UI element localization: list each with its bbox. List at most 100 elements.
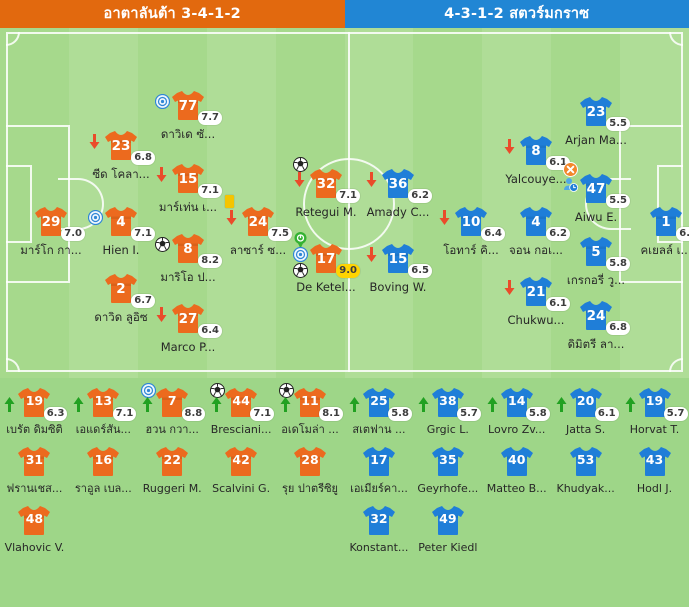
kit-wrapper[interactable]: 25 5.8 (349, 387, 412, 421)
player-rating: 7.7 (198, 111, 222, 125)
bench-player-home-7[interactable]: 7 8.8 ฮวน กวา... (138, 378, 207, 437)
kit-wrapper[interactable]: 7 8.8 (141, 383, 206, 421)
kit-wrapper[interactable]: 23 6.8 (89, 130, 155, 165)
bench-player-home-48[interactable]: 48 Vlahovic V. (0, 496, 69, 555)
bench-player-away-32[interactable]: 32 Konstant... (345, 496, 414, 555)
bench-player-home-13[interactable]: 13 7.1 เอแดร์สัน... (69, 378, 138, 437)
bench-player-away-53[interactable]: 53 Khudyak... (551, 437, 620, 496)
player-token-away-1[interactable]: 16.3คเยลล์ เ... (623, 206, 689, 257)
kit-wrapper[interactable]: 20 6.1 (556, 387, 619, 421)
kit-wrapper[interactable]: 22 (155, 446, 189, 477)
player-token-home-32[interactable]: 32 7.1 Retegui M. (283, 157, 369, 219)
bench-player-away-35[interactable]: 35 Geyrhofe... (413, 437, 482, 496)
bench-player-away-25[interactable]: 25 5.8 สเตฟาน ... (345, 378, 414, 437)
bench-player-home-44[interactable]: 44 7.1 Bresciani... (207, 378, 276, 437)
kit-wrapper[interactable]: 17 (362, 446, 396, 477)
player-token-away-36[interactable]: 36 6.2 Amady C... (355, 168, 441, 219)
bench-player-home-28[interactable]: 28 รุย ปาตรีซิยู (276, 437, 345, 496)
kit-wrapper[interactable]: 8 8.2 (155, 233, 222, 268)
football-goal-icon (293, 263, 308, 278)
kit-wrapper[interactable]: 16 (86, 446, 120, 477)
kit-wrapper[interactable]: 23 5.5 (579, 96, 630, 131)
kit-wrapper[interactable]: 38 5.7 (418, 387, 481, 421)
kit-wrapper[interactable]: 28 (293, 446, 327, 477)
player-token-home-77[interactable]: 77 7.7 ดาวิเด ซั... (145, 90, 231, 141)
kit-wrapper[interactable]: 27 6.4 (156, 303, 222, 338)
bench-player-home-16[interactable]: 16 ราอูล เบล... (69, 437, 138, 496)
bench-player-away-49[interactable]: 49 Peter Kiedl (413, 496, 482, 555)
player-token-home-15[interactable]: 15 7.1 มาร์เท่น เ... (145, 163, 231, 214)
kit-wrapper[interactable]: 44 7.1 (210, 383, 275, 421)
kit-wrapper[interactable]: 29 7.0 (34, 206, 85, 241)
player-token-home-23[interactable]: 23 6.8 ซีด โคลา... (78, 130, 164, 181)
player-rating: 8.8 (181, 407, 206, 421)
bench-player-home-11[interactable]: 11 8.1 อเดโมล่า ... (276, 378, 345, 437)
bench-player-home-22[interactable]: 22 Ruggeri M. (138, 437, 207, 496)
kit-wrapper[interactable]: 35 (431, 446, 465, 477)
kit-wrapper[interactable]: 4 6.2 (519, 206, 570, 241)
bench-player-away-20[interactable]: 20 6.1 Jatta S. (551, 378, 620, 437)
kit-wrapper[interactable]: 32 7.1 (293, 157, 360, 203)
kit-wrapper[interactable]: 49 (431, 505, 465, 536)
player-token-away-15[interactable]: 15 6.5 Boving W. (355, 243, 441, 294)
kit-wrapper[interactable]: 15 6.5 (366, 243, 432, 278)
kit-wrapper[interactable]: 24 7.5 (225, 195, 292, 241)
player-token-home-4[interactable]: 4 7.1 Hien I. (78, 206, 164, 257)
football-goal-icon (279, 383, 294, 398)
kit-wrapper[interactable]: 43 (638, 446, 672, 477)
kit-wrapper[interactable]: 42 (224, 446, 258, 477)
home-team-title[interactable]: อาตาลันต้า 3-4-1-2 (0, 0, 345, 28)
kit-wrapper[interactable]: 13 7.1 (73, 387, 137, 421)
bench-player-away-17[interactable]: 17 เอเมียร์คา... (345, 437, 414, 496)
kit-wrapper[interactable]: 19 6.3 (4, 387, 68, 421)
player-token-away-24[interactable]: 24 6.8 ดิมิตรี ลา... (553, 300, 639, 351)
kit-wrapper[interactable]: 14 5.8 (487, 387, 550, 421)
player-token-away-47[interactable]: 47 5.5 Aiwu E. (553, 162, 639, 224)
away-team-title[interactable]: 4-3-1-2 สตวร์มกราซ (344, 0, 689, 28)
kit-wrapper[interactable]: 4 7.1 (88, 206, 155, 241)
player-token-away-4[interactable]: 4 6.2 จอน กอเ... (493, 206, 579, 257)
player-token-home-27[interactable]: 27 6.4 Marco P... (145, 303, 231, 354)
kit-wrapper[interactable]: 48 (17, 505, 51, 536)
player-name: ซีด โคลา... (92, 167, 150, 181)
kit-wrapper[interactable]: 2 6.7 (104, 273, 155, 308)
bench-empty-cell (551, 496, 620, 555)
kit-wrapper[interactable]: 15 7.1 (156, 163, 222, 198)
player-name: Jatta S. (565, 423, 606, 436)
bench-player-away-43[interactable]: 43 Hodl J. (620, 437, 689, 496)
football-goal-icon (293, 157, 308, 172)
bench-player-home-31[interactable]: 31 ฟรานเชส... (0, 437, 69, 496)
kit-wrapper[interactable]: 36 6.2 (366, 168, 432, 203)
kit-wrapper[interactable]: 19 5.7 (625, 387, 688, 421)
player-token-away-21[interactable]: 21 6.1 Chukwu... (493, 276, 579, 327)
kit-wrapper[interactable]: 32 (362, 505, 396, 536)
kit-wrapper[interactable]: 16.3 (649, 206, 689, 241)
kit-wrapper[interactable]: 47 5.5 (563, 162, 630, 208)
player-token-home-8[interactable]: 8 8.2 มาริโอ ป... (145, 233, 231, 284)
kit-wrapper[interactable]: 5 5.8 (579, 236, 630, 271)
kit-wrapper[interactable]: 11 8.1 (279, 383, 343, 421)
kit-wrapper[interactable]: 8 6.1 (504, 135, 570, 170)
kit-wrapper[interactable]: 40 (500, 446, 534, 477)
player-token-home-29[interactable]: 29 7.0 มาร์โก กา... (8, 206, 94, 257)
bench-empty-cell (482, 496, 551, 555)
player-token-home-24[interactable]: 24 7.5 ลาซาร์ ซ... (215, 195, 301, 257)
bench-player-home-42[interactable]: 42 Scalvini G. (207, 437, 276, 496)
bench-player-away-38[interactable]: 38 5.7 Grgic L. (413, 378, 482, 437)
player-token-away-10[interactable]: 10 6.4 โอทาร์ คิ... (428, 206, 514, 257)
kit-wrapper[interactable]: 21 6.1 (504, 276, 570, 311)
player-token-home-17[interactable]: 17 9.0 De Ketel... (283, 232, 369, 294)
kit-wrapper[interactable]: 17 9.0 (293, 232, 360, 278)
bench-player-away-19[interactable]: 19 5.7 Horvat T. (620, 378, 689, 437)
kit-wrapper[interactable]: 53 (569, 446, 603, 477)
bench-player-away-14[interactable]: 14 5.8 Lovro Zv... (482, 378, 551, 437)
bench-player-away-40[interactable]: 40 Matteo B... (482, 437, 551, 496)
kit-wrapper[interactable]: 24 6.8 (579, 300, 630, 335)
kit-wrapper[interactable]: 31 (17, 446, 51, 477)
kit-wrapper[interactable]: 10 6.4 (439, 206, 505, 241)
player-token-away-23[interactable]: 23 5.5 Arjan Ma... (553, 96, 639, 147)
player-token-away-5[interactable]: 5 5.8 เกรกอรี่ วู... (553, 236, 639, 287)
bench-player-home-19[interactable]: 19 6.3 เบรัต ดิมซิติ (0, 378, 69, 437)
kit-wrapper[interactable]: 77 7.7 (155, 90, 222, 125)
player-token-home-2[interactable]: 2 6.7 ดาวิด ลูอิซ (78, 273, 164, 324)
